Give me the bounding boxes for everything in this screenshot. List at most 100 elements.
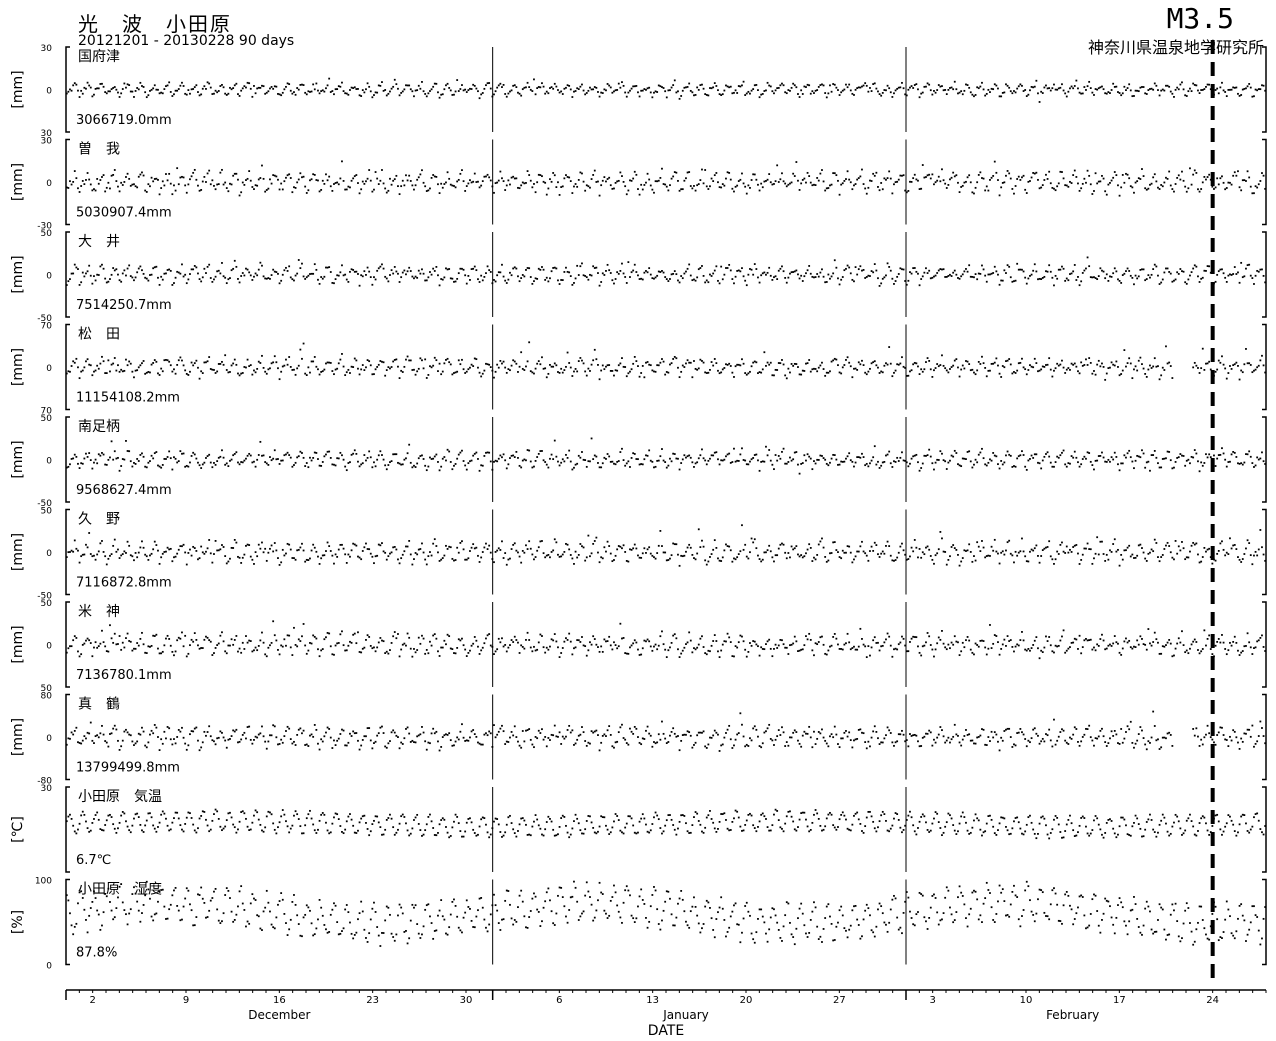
panel-4-data-point <box>470 363 473 366</box>
panel-3-data-point <box>905 283 908 286</box>
panel-5-data-point <box>974 458 977 461</box>
panel-5-data-point <box>856 456 859 459</box>
panel-6-data-point <box>1077 552 1079 555</box>
panel-6-data-point <box>590 552 593 555</box>
panel-2-data-point <box>94 189 97 192</box>
panel-1-data-point <box>787 89 790 91</box>
panel-4-data-point <box>241 372 244 374</box>
panel-6-data-point <box>185 563 188 566</box>
panel-5-data-point <box>67 465 70 468</box>
panel-6-data-point <box>513 542 516 545</box>
panel-5-data-point <box>1256 456 1259 459</box>
panel-5-data-point <box>93 461 95 464</box>
panel-4-data-point <box>961 364 964 367</box>
panel-6-data-point <box>731 560 734 563</box>
panel-7-data-point <box>549 645 551 648</box>
panel-1-data-point <box>774 89 777 92</box>
panel-2-data-point <box>377 183 380 185</box>
panel-4-data-point <box>683 366 686 368</box>
panel-5-data-point <box>379 450 382 453</box>
panel-3-data-point <box>518 280 521 283</box>
panel-6-data-point <box>501 540 503 543</box>
panel-5-data-point <box>1235 456 1238 458</box>
panel-5-data-point <box>302 456 305 459</box>
panel-2-data-point <box>169 182 172 185</box>
panel-2-data-point <box>1081 182 1084 185</box>
panel-1-data-point <box>248 82 251 85</box>
panel-3-data-point <box>1131 276 1134 279</box>
panel-6-data-point <box>648 546 651 549</box>
panel-5-data-point <box>851 460 854 463</box>
panel-6-data-point <box>406 545 409 548</box>
panel-5-data-point <box>792 458 795 461</box>
panel-1-data-point <box>1229 88 1231 91</box>
panel-1-data-point <box>651 96 654 99</box>
panel-5-data-point <box>1125 456 1127 459</box>
panel-7-data-point <box>557 646 559 649</box>
panel-3-data-point <box>472 267 475 270</box>
panel-1-data-point <box>494 90 497 93</box>
panel-3-data-point <box>435 266 438 268</box>
panel-1-data-point <box>640 89 643 92</box>
panel-3-data-point <box>358 284 361 287</box>
panel-7-data-point <box>521 645 524 648</box>
panel-4-data-point <box>741 358 743 361</box>
panel-6-data-point <box>982 546 985 549</box>
panel-6-data-point <box>657 544 660 547</box>
panel-6-data-point <box>633 543 636 546</box>
panel-1-data-point <box>237 93 239 96</box>
panel-6-data-point <box>981 540 983 542</box>
panel-4-data-point <box>997 364 999 367</box>
panel-6-data-point <box>904 553 907 556</box>
panel-6-data-point <box>574 550 577 553</box>
panel-7-data-point <box>417 636 420 639</box>
panel-4-data-point <box>950 366 953 368</box>
panel-1-data-point <box>230 88 233 91</box>
panel-5-data-point <box>1206 456 1209 459</box>
panel-6-data-point <box>526 548 529 550</box>
panel-1-baseline-value: 3066719.0mm <box>76 113 172 128</box>
panel-6-data-point <box>859 545 862 548</box>
panel-1-data-point <box>881 91 884 94</box>
panel-2-data-point <box>697 183 700 185</box>
panel-6-data-point <box>736 556 739 559</box>
panel-5-data-point <box>785 462 788 465</box>
panel-7-data-point <box>513 635 516 638</box>
panel-2-data-point <box>326 179 329 182</box>
panel-7-data-point <box>358 651 361 653</box>
panel-1-data-point <box>605 89 607 92</box>
panel-5-data-point <box>489 460 492 463</box>
panel-5-data-point <box>155 451 158 453</box>
panel-3-data-point <box>397 272 399 275</box>
panel-4-left-axis <box>65 323 70 411</box>
panel-7-data-point <box>65 651 68 654</box>
panel-6-data-point <box>456 546 459 549</box>
panel-3-data-point <box>1230 274 1233 276</box>
panel-5-data-point <box>277 458 279 460</box>
panel-4-data-point <box>965 360 967 362</box>
panel-5-data-point <box>573 466 575 469</box>
panel-1-data-point <box>75 83 78 86</box>
panel-2-data-point <box>1038 187 1041 190</box>
panel-1-data-point <box>235 82 238 85</box>
panel-1-data-point <box>795 86 798 89</box>
panel-7-data-point <box>304 644 307 647</box>
panel-5-data-point <box>413 464 415 467</box>
panel-5-data-point <box>193 453 196 456</box>
panel-1-data-point <box>853 94 855 96</box>
institute-name: 神奈川県温泉地学研究所 <box>1087 38 1264 57</box>
panel-1-data-point <box>1249 86 1252 89</box>
panel-3-data-point <box>998 283 1001 286</box>
panel-2-data-point <box>909 180 911 183</box>
panel-7-data-point <box>488 633 491 635</box>
panel-6-data-point <box>1109 549 1111 552</box>
panel-6-data-point <box>766 549 769 552</box>
panel-5-data-point <box>171 468 174 471</box>
panel-5-data-point <box>542 459 545 462</box>
panel-1-data-point <box>654 90 657 93</box>
panel-5-data-point <box>1013 465 1015 467</box>
panel-1-data-point <box>1065 95 1068 98</box>
panel-2-data-point <box>510 176 513 179</box>
panel-4-data-point <box>801 369 804 372</box>
panel-1-data-point <box>773 92 775 95</box>
